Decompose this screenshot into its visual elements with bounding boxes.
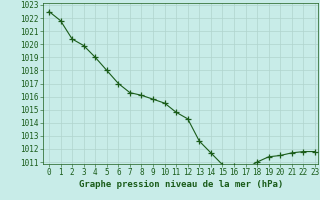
X-axis label: Graphe pression niveau de la mer (hPa): Graphe pression niveau de la mer (hPa) — [79, 180, 283, 189]
